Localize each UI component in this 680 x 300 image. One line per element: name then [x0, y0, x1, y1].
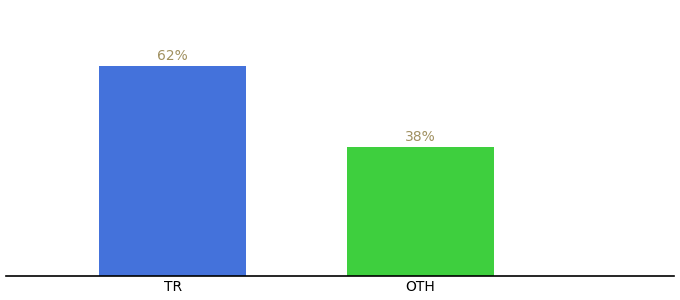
Bar — [347, 147, 494, 276]
Text: 38%: 38% — [405, 130, 436, 144]
Text: 62%: 62% — [157, 49, 188, 63]
Bar — [99, 66, 246, 276]
